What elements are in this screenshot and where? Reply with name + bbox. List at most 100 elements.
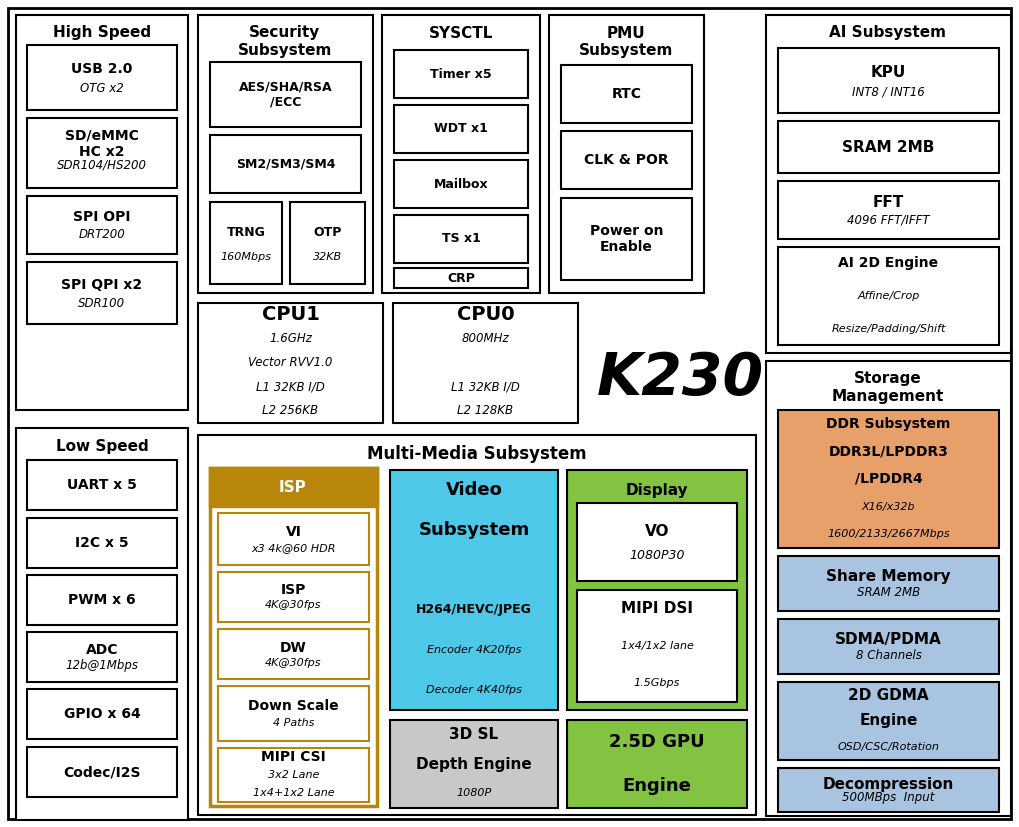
Bar — [777, 768, 999, 812]
Text: WDT x1: WDT x1 — [434, 122, 488, 136]
Text: SDMA/PDMA: SDMA/PDMA — [836, 632, 942, 647]
Bar — [26, 518, 177, 568]
Text: 4 Paths: 4 Paths — [273, 718, 314, 728]
Text: 1080P: 1080P — [457, 788, 491, 798]
Bar — [777, 48, 999, 113]
Text: Down Scale: Down Scale — [249, 700, 338, 714]
Bar — [26, 689, 177, 739]
Text: 4K@30fps: 4K@30fps — [265, 600, 322, 610]
Text: USB 2.0: USB 2.0 — [71, 62, 132, 76]
Text: GPIO x 64: GPIO x 64 — [63, 707, 141, 721]
Text: 2.5D GPU: 2.5D GPU — [609, 733, 705, 751]
Text: Security: Security — [250, 26, 321, 41]
Bar — [26, 196, 177, 254]
Text: FFT: FFT — [873, 195, 904, 210]
Text: OTG x2: OTG x2 — [81, 82, 124, 95]
Text: 32KB: 32KB — [313, 252, 342, 262]
Bar — [777, 410, 999, 548]
Text: CLK & POR: CLK & POR — [584, 153, 668, 167]
Bar — [766, 361, 1011, 816]
Text: SM2/SM3/SM4: SM2/SM3/SM4 — [235, 157, 335, 170]
Bar — [393, 303, 578, 423]
Text: AI Subsystem: AI Subsystem — [829, 26, 947, 41]
Text: DW: DW — [280, 640, 307, 654]
Text: 1.5Gbps: 1.5Gbps — [634, 678, 681, 688]
Text: 1x4/1x2 lane: 1x4/1x2 lane — [621, 641, 694, 651]
Text: Engine: Engine — [859, 714, 918, 729]
Text: 1080P30: 1080P30 — [630, 549, 685, 562]
Bar — [218, 748, 369, 802]
Text: ISP: ISP — [281, 584, 306, 597]
Text: Mailbox: Mailbox — [434, 178, 488, 190]
Text: CPU1: CPU1 — [262, 305, 319, 324]
Bar — [766, 15, 1011, 353]
Text: Low Speed: Low Speed — [56, 438, 149, 453]
Text: Video: Video — [445, 481, 502, 499]
Bar — [777, 181, 999, 239]
Bar — [390, 720, 558, 808]
Bar — [567, 470, 747, 710]
Text: CRP: CRP — [447, 271, 475, 284]
Bar — [198, 435, 756, 815]
Text: Vector RVV1.0: Vector RVV1.0 — [249, 356, 332, 370]
Text: SD/eMMC
HC x2: SD/eMMC HC x2 — [65, 129, 139, 159]
Text: DRT200: DRT200 — [78, 228, 125, 241]
Text: AES/SHA/RSA
/ECC: AES/SHA/RSA /ECC — [238, 80, 332, 108]
Text: L1 32KB I/D: L1 32KB I/D — [256, 380, 325, 394]
Bar — [394, 50, 528, 98]
Bar — [561, 198, 692, 280]
Text: SPI OPI: SPI OPI — [73, 210, 130, 224]
Text: Multi-Media Subsystem: Multi-Media Subsystem — [367, 445, 587, 463]
Bar — [290, 202, 365, 284]
Text: KPU: KPU — [871, 65, 906, 79]
Text: Management: Management — [832, 389, 945, 404]
Bar — [394, 268, 528, 288]
Text: Engine: Engine — [623, 777, 692, 795]
Bar — [549, 15, 704, 293]
Text: 1.6GHz: 1.6GHz — [269, 332, 312, 346]
Text: SRAM 2MB: SRAM 2MB — [843, 140, 934, 155]
Text: 800MHz: 800MHz — [462, 332, 510, 346]
Bar — [777, 247, 999, 345]
Text: /LPDDR4: /LPDDR4 — [855, 472, 922, 486]
Text: 3x2 Lane: 3x2 Lane — [268, 770, 319, 780]
Text: VO: VO — [645, 524, 669, 539]
Bar — [218, 513, 369, 565]
Text: TRNG: TRNG — [226, 226, 265, 239]
Text: SYSCTL: SYSCTL — [429, 26, 493, 41]
Bar — [218, 629, 369, 679]
Text: Storage: Storage — [854, 371, 922, 386]
Text: CPU0: CPU0 — [457, 305, 515, 324]
Text: Depth Engine: Depth Engine — [416, 757, 532, 772]
Text: Resize/Padding/Shift: Resize/Padding/Shift — [832, 323, 946, 333]
Text: MIPI DSI: MIPI DSI — [621, 601, 693, 616]
Text: H264/HEVC/JPEG: H264/HEVC/JPEG — [416, 604, 532, 616]
Text: DDR Subsystem: DDR Subsystem — [826, 417, 951, 431]
Bar — [16, 15, 187, 410]
Bar — [210, 468, 377, 506]
Text: Decompression: Decompression — [822, 777, 954, 791]
Bar — [382, 15, 540, 293]
Text: Affine/Crop: Affine/Crop — [857, 291, 920, 301]
Bar — [26, 262, 177, 324]
Text: OTP: OTP — [313, 226, 341, 239]
Text: ADC: ADC — [86, 643, 118, 657]
Text: INT8 / INT16: INT8 / INT16 — [852, 85, 925, 98]
Text: VI: VI — [285, 525, 302, 539]
Bar — [394, 105, 528, 153]
Text: 8 Channels: 8 Channels — [856, 649, 921, 662]
Bar — [198, 303, 383, 423]
Text: SDR100: SDR100 — [78, 297, 125, 310]
Text: Encoder 4K20fps: Encoder 4K20fps — [427, 645, 521, 655]
Text: Share Memory: Share Memory — [826, 569, 951, 584]
Bar — [198, 15, 373, 293]
Text: SPI QPI x2: SPI QPI x2 — [61, 278, 143, 292]
Bar — [218, 572, 369, 622]
Bar — [210, 62, 361, 127]
Bar — [577, 590, 737, 702]
Bar — [561, 131, 692, 189]
Text: ISP: ISP — [279, 480, 307, 495]
Bar — [26, 575, 177, 625]
Bar — [210, 202, 282, 284]
Text: Timer x5: Timer x5 — [430, 68, 492, 80]
